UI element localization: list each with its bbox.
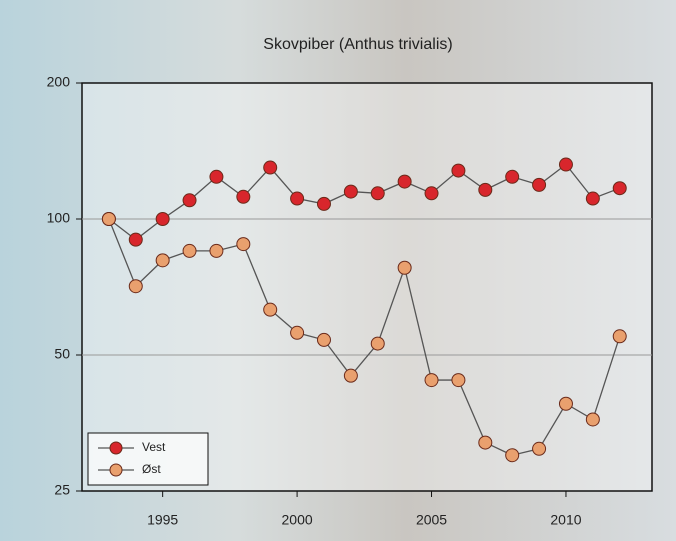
y-tick-label: 100 xyxy=(47,210,71,226)
data-point xyxy=(343,368,358,383)
data-point xyxy=(532,441,547,456)
data-point xyxy=(612,181,627,196)
data-point xyxy=(236,189,251,204)
data-point xyxy=(182,193,197,208)
data-point xyxy=(585,191,600,206)
y-tick-label: 50 xyxy=(54,346,70,362)
legend-marker xyxy=(109,441,123,455)
legend-label: Øst xyxy=(142,462,161,476)
data-point xyxy=(612,329,627,344)
data-point xyxy=(451,373,466,388)
chart-title: Skovpiber (Anthus trivialis) xyxy=(263,36,452,53)
x-tick-label: 2010 xyxy=(550,512,581,528)
data-point xyxy=(451,163,466,178)
legend-box xyxy=(87,432,209,486)
x-tick-label: 2000 xyxy=(282,512,313,528)
data-point xyxy=(128,232,143,247)
data-point xyxy=(236,237,251,252)
data-point xyxy=(101,212,116,226)
y-tick-label: 25 xyxy=(54,482,70,498)
x-tick-label: 2005 xyxy=(416,512,447,528)
data-point xyxy=(532,177,547,192)
data-point xyxy=(424,186,439,201)
data-point xyxy=(155,253,170,268)
data-point xyxy=(585,412,600,427)
data-point xyxy=(478,182,493,197)
legend-label: Vest xyxy=(142,440,166,454)
data-point xyxy=(424,373,439,388)
data-point xyxy=(155,212,170,226)
data-point xyxy=(505,169,520,184)
data-point xyxy=(263,302,278,317)
y-tick-label: 200 xyxy=(47,74,71,90)
data-point xyxy=(370,186,385,201)
data-point xyxy=(397,174,412,189)
data-point xyxy=(505,448,520,463)
x-tick-label: 1995 xyxy=(147,512,178,528)
data-point xyxy=(558,396,573,411)
data-point xyxy=(370,336,385,351)
data-point xyxy=(316,332,331,347)
plot-area xyxy=(81,82,653,492)
data-point xyxy=(558,157,573,172)
data-point xyxy=(290,325,305,340)
legend-marker xyxy=(109,463,123,477)
data-point xyxy=(128,279,143,294)
data-point xyxy=(397,260,412,275)
data-point xyxy=(343,184,358,199)
data-point xyxy=(209,243,224,258)
data-point xyxy=(182,243,197,258)
data-point xyxy=(316,196,331,211)
data-point xyxy=(209,169,224,184)
data-point xyxy=(290,191,305,206)
data-point xyxy=(263,160,278,175)
data-point xyxy=(478,435,493,450)
